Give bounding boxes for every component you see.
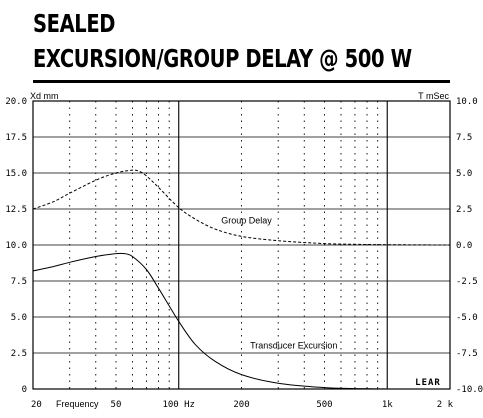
y-left-tick-label: 15.0 [5,169,27,179]
y-left-tick-label: 7.5 [11,277,27,287]
x-tick-labels: 20 50 100 Hz 200 500 1k 2 k [31,400,454,410]
annotation-group-delay: Group Delay [221,215,272,225]
y-left-tick-label: 12.5 [5,205,27,215]
y-left-tick-label: 5.0 [11,313,27,323]
x-tick-label: 500 [316,400,332,410]
annotation-transducer-excursion: Transducer Excursion [250,341,337,351]
x-tick-label: 50 [111,400,122,410]
series-group-delay-line [32,169,451,246]
chart-title-line2: EXCURSION/GROUP DELAY @ 500 W [33,44,412,73]
title-rule [33,80,450,83]
series-transducer-excursion-line [32,252,388,390]
y-right-tick-label: 7.5 [456,133,472,143]
y-right-axis-label: T mSec [418,91,449,101]
y-left-tick-label: 0 [22,385,27,395]
x-axis-label: Frequency [56,399,99,409]
y-right-tick-label: 10.0 [456,97,478,107]
y-right-tick-label: -7.5 [456,349,478,359]
logo-text: LEAR [415,378,441,388]
y-right-tick-label: -2.5 [456,277,478,287]
x-tick-label: 2 k [437,400,454,410]
y-right-tick-label: 0.0 [456,241,472,251]
x-tick-label: 1k [382,400,393,410]
y-right-tick-label: -10.0 [456,385,483,395]
y-right-tick-label: -5.0 [456,313,478,323]
y-left-tick-label: 17.5 [5,133,27,143]
x-tick-label: 200 [233,400,249,410]
y-right-tick-label: 2.5 [456,205,472,215]
y-left-tick-labels: 0 2.5 5.0 7.5 10.0 12.5 15.0 17.5 20.0 [5,97,27,395]
y-left-tick-label: 10.0 [5,241,27,251]
y-right-tick-label: 5.0 [456,169,472,179]
x-tick-label: 20 [31,400,42,410]
grid-lines [33,101,450,389]
logo: LEAR [408,375,448,388]
y-left-tick-label: 20.0 [5,97,27,107]
y-left-axis-label: Xd mm [30,91,59,101]
chart-title-line1: SEALED [33,9,116,38]
y-left-tick-label: 2.5 [11,349,27,359]
x-tick-label: 100 Hz [162,400,195,410]
y-right-tick-labels: -10.0 -7.5 -5.0 -2.5 0.0 2.5 5.0 7.5 10.0 [456,97,483,395]
